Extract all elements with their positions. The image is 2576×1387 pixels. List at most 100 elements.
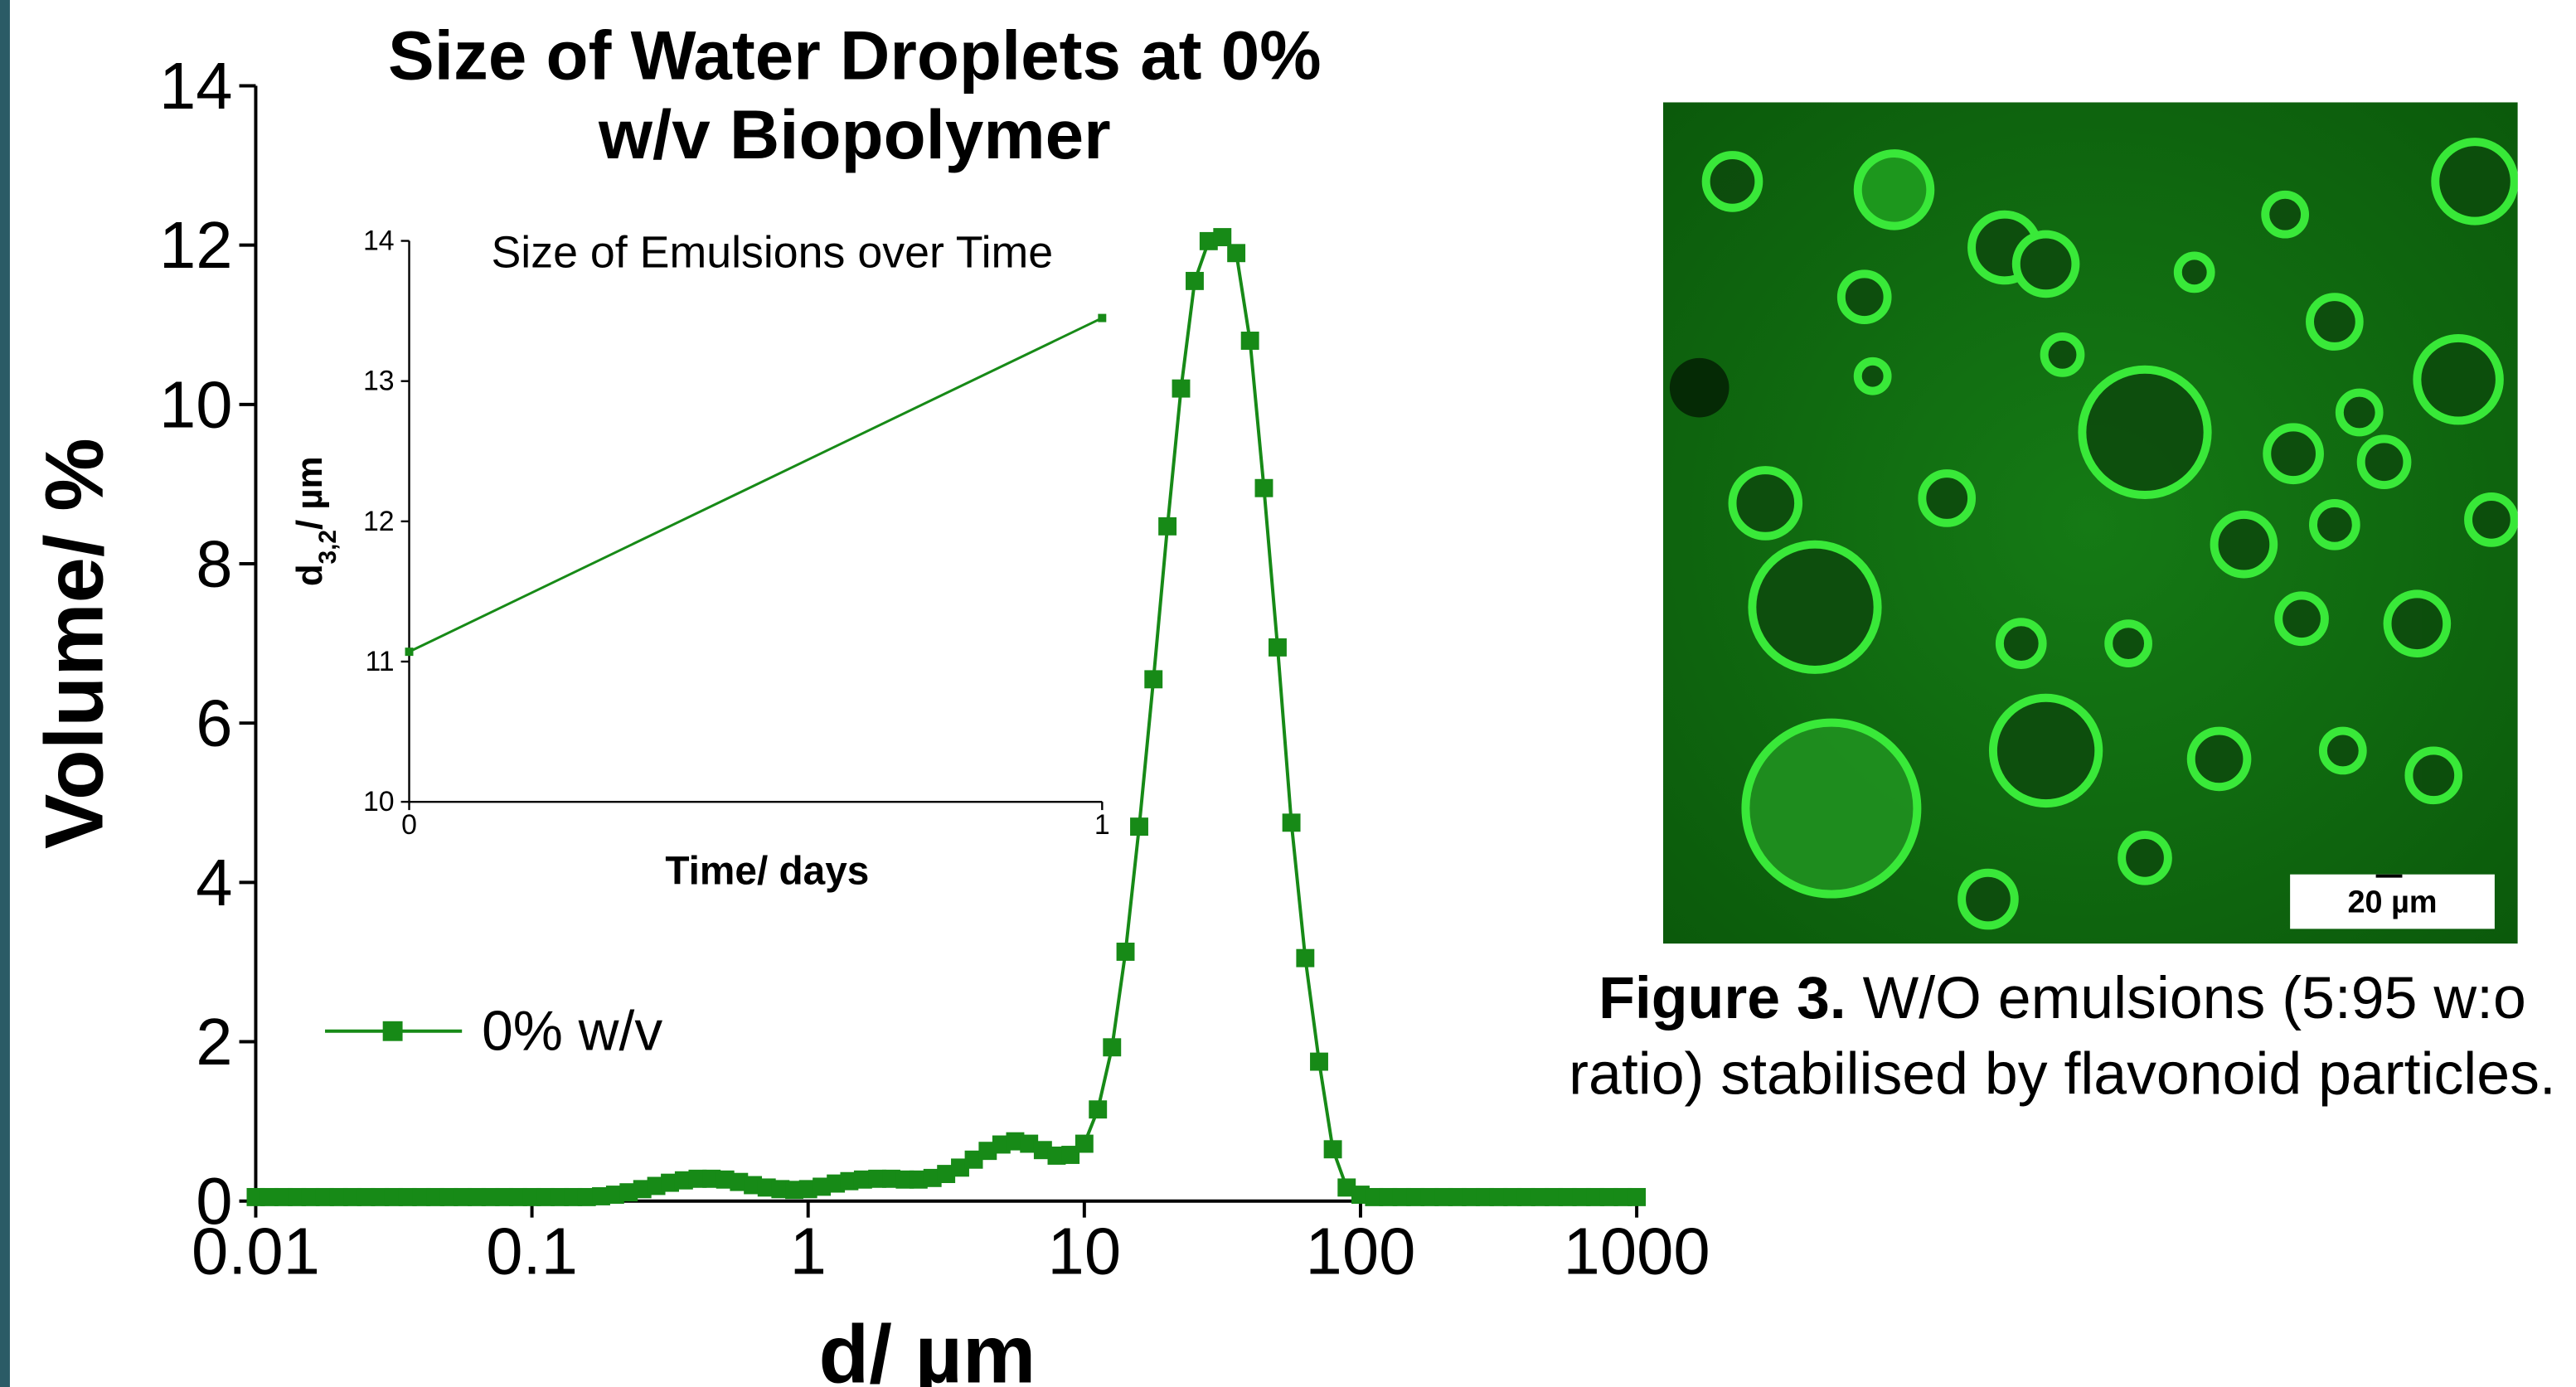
data-marker [1516,1187,1535,1206]
data-marker [371,1187,390,1206]
data-marker [1406,1187,1425,1206]
data-marker [495,1187,514,1206]
y-tick-label: 10 [363,786,395,817]
y-tick-label: 6 [196,686,232,760]
y-tick-label: 10 [159,367,233,441]
legend-marker [382,1021,403,1041]
data-marker [702,1169,721,1188]
data-marker [1075,1134,1094,1153]
y-axis-label: Volume/ % [28,438,120,849]
data-marker [1310,1052,1328,1071]
data-marker [1296,948,1315,968]
data-marker [1172,379,1191,398]
data-marker [1144,670,1163,689]
inset-y-label-part: / µm [289,456,330,529]
data-marker [840,1171,859,1191]
data-marker [619,1183,638,1202]
data-marker [1503,1187,1522,1206]
data-marker [1103,1038,1122,1057]
data-marker [1531,1187,1550,1206]
caption: Figure 3. W/O emulsions (5:95 w:o ratio)… [1551,960,2574,1112]
data-marker [909,1170,928,1189]
data-marker [536,1187,555,1206]
data-marker [301,1187,320,1206]
data-marker [1545,1187,1564,1206]
caption-box: Figure 3. W/O emulsions (5:95 w:o ratio)… [1551,960,2574,1112]
x-tick-label: 1 [1094,809,1110,841]
data-marker [1020,1134,1039,1153]
data-marker [674,1171,693,1190]
data-marker [1323,1140,1342,1159]
data-marker [1365,1187,1384,1206]
data-marker [1392,1187,1411,1206]
data-marker [1186,271,1204,290]
data-marker [1337,1178,1356,1197]
data-marker [454,1187,473,1206]
data-marker [964,1150,983,1169]
inset-y-label-part: d [289,564,330,586]
y-tick-label: 11 [365,646,394,677]
data-marker [384,1187,403,1206]
data-marker [757,1178,776,1197]
data-marker [744,1176,763,1195]
data-marker [1586,1187,1605,1206]
data-marker [1033,1141,1052,1160]
data-marker [1489,1187,1508,1206]
x-tick-label: 0.01 [192,1214,320,1288]
data-marker [978,1142,997,1161]
data-marker [647,1176,666,1195]
data-marker [343,1187,362,1206]
y-tick-label: 0 [196,1164,232,1238]
data-marker [868,1169,887,1188]
micrograph [1662,102,2518,944]
data-marker [661,1173,679,1192]
data-marker [1448,1187,1467,1206]
x-axis-label: d/ µm [818,1309,1036,1387]
data-marker [1628,1187,1647,1206]
data-marker [785,1181,803,1200]
data-marker [468,1187,486,1206]
data-marker [895,1170,914,1189]
data-marker [1006,1132,1025,1151]
data-marker [1130,817,1148,837]
data-marker [412,1187,431,1206]
data-marker [398,1187,417,1206]
data-marker [813,1177,832,1196]
data-marker [951,1158,969,1177]
data-marker [1558,1187,1577,1206]
data-marker [1420,1187,1439,1206]
y-tick-label: 4 [196,846,232,919]
data-marker [716,1170,735,1189]
data-marker [1061,1146,1080,1164]
data-marker [481,1187,500,1206]
data-marker [1098,313,1107,323]
data-marker [405,647,414,657]
y-tick-label: 12 [159,208,233,282]
caption-label: Figure 3. [1598,963,1846,1031]
data-marker [688,1169,707,1188]
data-marker [1047,1147,1066,1165]
data-marker [1199,231,1218,250]
data-marker [592,1187,610,1205]
data-marker [1227,244,1246,263]
x-tick-label: 0.1 [486,1214,578,1288]
data-line [408,317,1103,653]
data-marker [1213,228,1232,246]
data-marker [1462,1187,1481,1206]
data-marker [937,1165,956,1184]
title-box: Size of Water Droplets at 0% w/v Biopoly… [388,17,1322,173]
y-tick-label: 12 [363,506,395,537]
data-marker [1254,478,1273,497]
data-marker [1240,332,1259,350]
data-marker [1282,813,1301,832]
y-tick-label: 2 [196,1005,232,1079]
data-marker [1476,1187,1494,1206]
data-marker [508,1187,527,1206]
inset-y-label-part: 3,2 [314,530,342,565]
data-marker [992,1135,1011,1154]
data-marker [1269,638,1287,657]
data-marker [1613,1187,1632,1206]
x-tick-label: 10 [1048,1214,1122,1288]
data-marker [771,1180,790,1199]
